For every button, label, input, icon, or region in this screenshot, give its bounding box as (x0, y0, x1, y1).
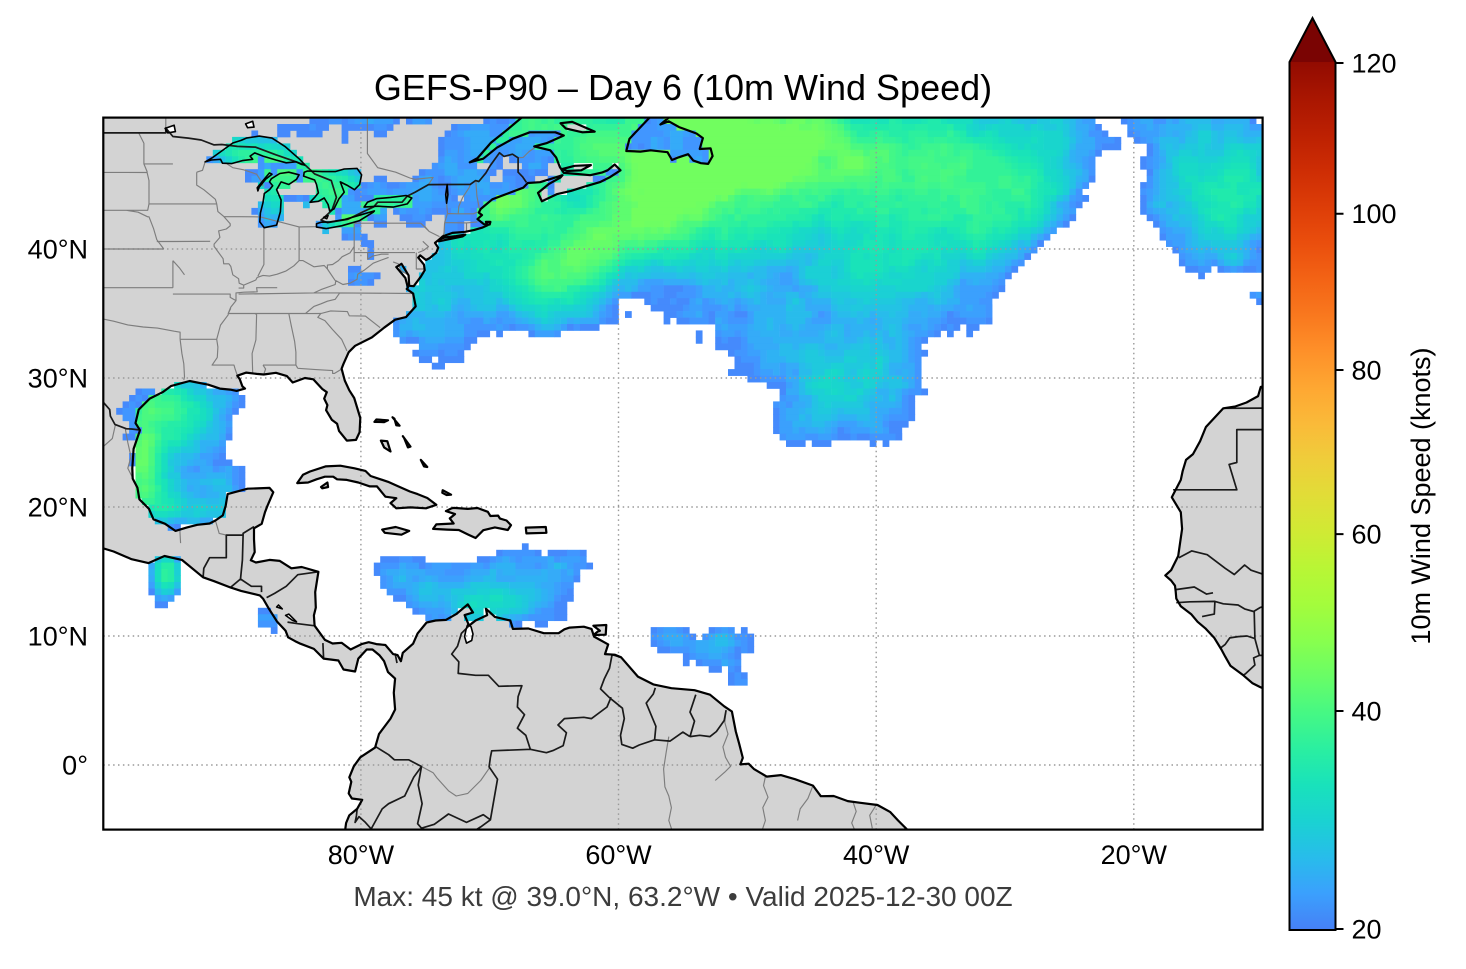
svg-text:20°N: 20°N (28, 493, 88, 523)
svg-text:40: 40 (1352, 697, 1382, 727)
svg-text:GEFS-P90 – Day 6 (10m Wind Spe: GEFS-P90 – Day 6 (10m Wind Speed) (374, 67, 992, 108)
svg-text:20: 20 (1352, 915, 1382, 945)
svg-text:40°W: 40°W (843, 840, 910, 870)
svg-text:120: 120 (1352, 49, 1397, 79)
svg-text:0°: 0° (62, 751, 88, 781)
svg-text:30°N: 30°N (28, 364, 88, 394)
svg-text:40°N: 40°N (28, 235, 88, 265)
svg-text:10°N: 10°N (28, 622, 88, 652)
svg-text:60°W: 60°W (585, 840, 652, 870)
svg-text:80°W: 80°W (328, 840, 395, 870)
svg-text:10m Wind Speed (knots): 10m Wind Speed (knots) (1406, 347, 1436, 644)
svg-text:100: 100 (1352, 199, 1397, 229)
svg-text:Max: 45 kt @ 39.0°N, 63.2°W •: Max: 45 kt @ 39.0°N, 63.2°W • Valid 2025… (353, 881, 1012, 912)
svg-text:60: 60 (1352, 520, 1382, 550)
svg-text:20°W: 20°W (1101, 840, 1168, 870)
svg-text:80: 80 (1352, 356, 1382, 386)
